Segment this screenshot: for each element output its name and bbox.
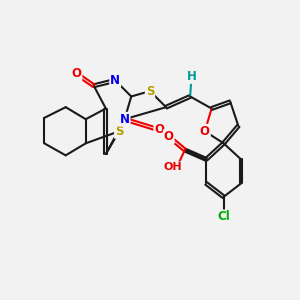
Text: O: O — [154, 123, 164, 136]
Text: O: O — [164, 130, 174, 143]
Text: Cl: Cl — [217, 210, 230, 224]
Text: S: S — [115, 125, 124, 138]
Text: N: N — [120, 113, 130, 126]
Text: N: N — [110, 74, 120, 87]
Text: S: S — [146, 85, 154, 98]
Text: OH: OH — [164, 162, 182, 172]
Text: O: O — [71, 67, 81, 80]
Text: H: H — [187, 70, 196, 83]
Text: O: O — [200, 125, 210, 138]
